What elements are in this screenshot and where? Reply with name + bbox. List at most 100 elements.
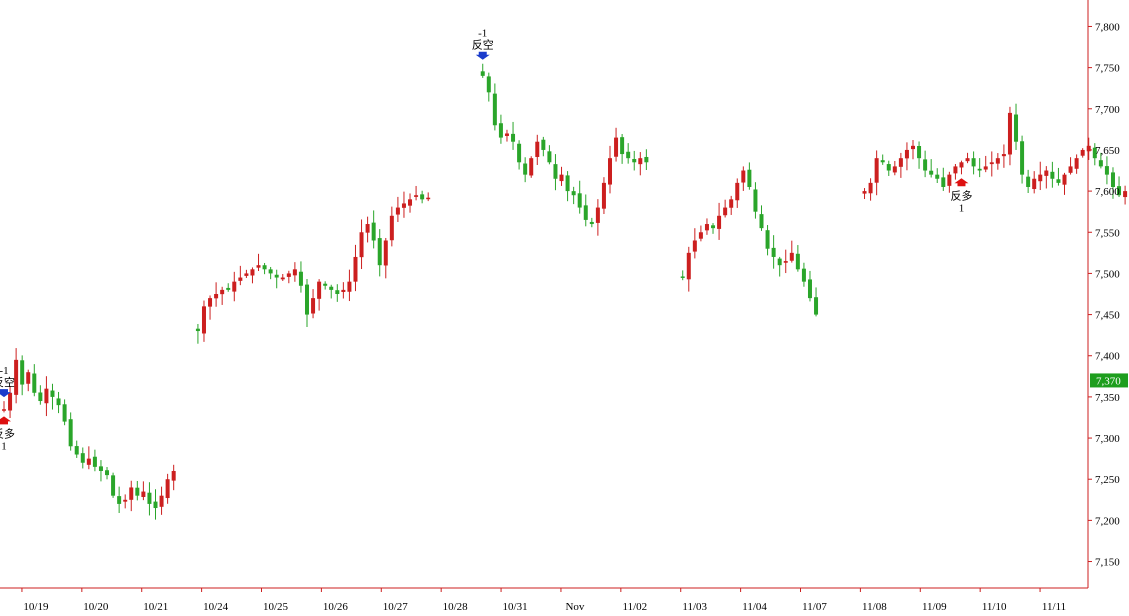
candle xyxy=(165,473,170,504)
candle xyxy=(20,355,25,396)
candle-body xyxy=(789,252,794,261)
candle xyxy=(801,262,806,287)
candle-body xyxy=(274,274,279,278)
candle xyxy=(729,195,734,215)
candle xyxy=(965,152,970,164)
candle-body xyxy=(1044,170,1049,176)
candle-body xyxy=(8,392,13,411)
candle-body xyxy=(1001,154,1006,157)
candle xyxy=(1056,167,1061,186)
candle-body xyxy=(1032,178,1037,190)
candle-body xyxy=(44,388,49,404)
candle xyxy=(117,486,122,514)
candle xyxy=(868,178,873,201)
candle xyxy=(1110,167,1115,199)
candle xyxy=(995,153,1000,170)
candle xyxy=(601,177,606,215)
candle-body xyxy=(608,158,612,185)
candle-body xyxy=(995,158,1000,164)
candle xyxy=(105,467,110,480)
candle xyxy=(807,270,812,302)
candle xyxy=(1098,152,1103,169)
candle-body xyxy=(880,160,885,163)
candle xyxy=(359,219,364,270)
candle xyxy=(1092,143,1097,166)
x-tick-label: 11/07 xyxy=(802,601,827,613)
candle xyxy=(571,186,576,205)
candle-body xyxy=(244,273,249,276)
candle xyxy=(1117,176,1122,198)
x-tick-label: 11/02 xyxy=(623,601,648,613)
x-tick-label: 11/11 xyxy=(1042,601,1066,613)
candle-body xyxy=(601,182,606,209)
candle-body xyxy=(868,182,873,194)
candle-body xyxy=(341,289,346,292)
candle xyxy=(341,282,346,299)
candle-body xyxy=(686,252,691,280)
y-tick-label: 7,600 xyxy=(1095,186,1120,198)
signal-label: 反多 xyxy=(950,188,972,202)
candle xyxy=(486,72,491,102)
candle xyxy=(717,202,722,240)
candle-body xyxy=(86,458,91,465)
candle-body xyxy=(383,240,388,266)
y-tick-label: 7,450 xyxy=(1095,310,1120,322)
candle-body xyxy=(783,261,788,263)
candle-body xyxy=(371,222,376,241)
candle xyxy=(898,152,903,178)
candle xyxy=(56,391,61,414)
candle xyxy=(911,140,915,160)
candle-body xyxy=(729,199,734,208)
candle xyxy=(1080,148,1085,158)
candle xyxy=(347,269,352,302)
candle-body xyxy=(723,207,728,216)
candle-body xyxy=(1050,171,1055,179)
candle xyxy=(44,376,49,417)
candle-body xyxy=(771,247,776,257)
x-tick-label: 10/27 xyxy=(383,601,409,613)
candle-body xyxy=(395,207,400,215)
candle xyxy=(1062,172,1067,195)
candle xyxy=(383,237,388,279)
candle-body xyxy=(983,166,988,170)
candle xyxy=(26,369,31,392)
candle-body xyxy=(989,162,994,165)
candle xyxy=(1001,144,1006,168)
signal-count: -1 xyxy=(0,365,9,377)
candle-body xyxy=(401,203,406,208)
candle-body xyxy=(377,238,382,266)
candle xyxy=(414,185,419,201)
candle xyxy=(1032,171,1037,194)
candle xyxy=(614,127,619,162)
candle xyxy=(880,154,885,165)
candle-body xyxy=(26,372,31,384)
candle-body xyxy=(698,232,703,239)
candle-body xyxy=(517,143,522,163)
candle xyxy=(305,279,309,327)
candle xyxy=(480,63,485,78)
down-arrow-icon xyxy=(475,51,490,60)
candle-body xyxy=(153,501,158,509)
candle-body xyxy=(311,298,316,314)
candle xyxy=(311,289,316,319)
candle xyxy=(704,218,709,235)
candle-body xyxy=(159,495,164,507)
candle-body xyxy=(511,133,516,142)
candle xyxy=(2,401,6,413)
candle xyxy=(535,134,540,166)
candle xyxy=(711,223,716,234)
candle-body xyxy=(753,189,758,212)
candle-body xyxy=(1026,176,1031,187)
candle-body xyxy=(1098,160,1103,167)
candle xyxy=(153,489,158,520)
signal-label: 反空 xyxy=(0,375,15,389)
candle-body xyxy=(923,159,928,171)
candle xyxy=(298,261,303,293)
candle-body xyxy=(541,139,546,150)
candle-body xyxy=(195,328,200,332)
candle-body xyxy=(2,409,6,411)
price-tag-box xyxy=(1090,373,1128,388)
candle-body xyxy=(807,279,812,299)
candle xyxy=(159,486,164,515)
candle-body xyxy=(1123,191,1128,198)
